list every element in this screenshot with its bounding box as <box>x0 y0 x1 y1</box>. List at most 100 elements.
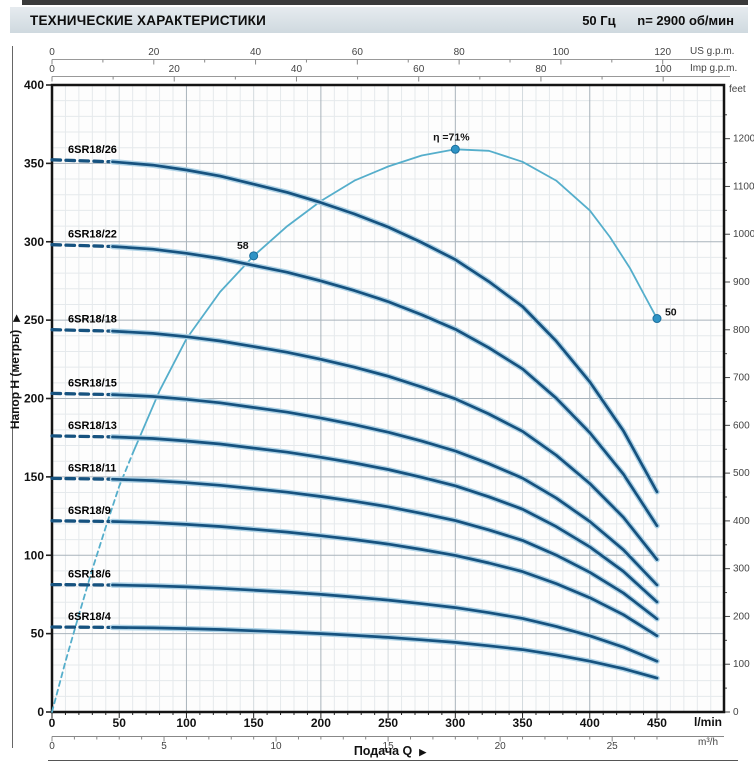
head-curve <box>111 393 659 587</box>
header-spec: 50 Гц n= 2900 об/мин <box>582 13 734 28</box>
head-curve <box>111 477 659 621</box>
head-curve-minflow-dashed <box>50 243 115 249</box>
feet-tick-label: 600 <box>733 420 750 431</box>
m3h-tick-label: 10 <box>271 741 283 752</box>
us-gpm-unit-label: US g.p.m. <box>690 46 735 57</box>
speed-value: n= 2900 об/мин <box>637 12 734 28</box>
efficiency-curve-dashed <box>51 452 134 713</box>
feet-tick-label: 1200 <box>733 134 754 145</box>
us-gpm-tick-label: 20 <box>148 47 160 58</box>
efficiency-marker <box>249 251 259 261</box>
lmin-tick-label: 0 <box>49 716 56 730</box>
lmin-tick-label: 250 <box>378 716 398 730</box>
lmin-tick-label: 400 <box>580 716 600 730</box>
feet-tick-label: 300 <box>733 564 750 575</box>
m3h-tick-label: 15 <box>383 741 395 752</box>
top-edge-strip <box>22 0 748 5</box>
us-gpm-tick-label: 40 <box>250 47 262 58</box>
m3h-tick-label: 0 <box>49 741 55 752</box>
curve-label: 6SR18/15 <box>68 377 117 389</box>
us-gpm-tick-label: 60 <box>352 47 364 58</box>
lmin-unit-label: l/min <box>694 715 723 729</box>
lmin-tick-label: 450 <box>647 716 667 730</box>
feet-tick-label: 100 <box>733 659 750 670</box>
meters-tick-label: 200 <box>24 392 44 406</box>
frequency-value: 50 Гц <box>582 12 616 28</box>
feet-tick-label: 500 <box>733 468 750 479</box>
us-gpm-tick-label: 100 <box>553 47 570 58</box>
m3h-tick-label: 25 <box>607 741 619 752</box>
meters-tick-label: 50 <box>31 627 45 641</box>
us-gpm-tick-label: 0 <box>49 47 55 58</box>
m3h-tick-label: 20 <box>495 741 507 752</box>
efficiency-marker <box>450 144 460 154</box>
us-gpm-tick-label: 80 <box>454 47 466 58</box>
feet-tick-label: 1000 <box>733 229 754 240</box>
feet-tick-label: 1100 <box>733 181 754 192</box>
meters-tick-label: 350 <box>24 156 44 170</box>
curve-label: 6SR18/11 <box>68 462 116 474</box>
head-curve <box>111 626 659 680</box>
head-curve-minflow-dashed <box>50 158 115 164</box>
head-curve <box>111 583 659 663</box>
curve-label: 6SR18/22 <box>68 229 117 241</box>
m3h-unit-label: m³/h <box>698 737 718 748</box>
curve-label: 6SR18/26 <box>68 144 117 156</box>
curve-label: 6SR18/18 <box>68 314 117 326</box>
lmin-tick-label: 350 <box>513 716 533 730</box>
m3h-tick-label: 5 <box>161 741 167 752</box>
left-page-rule <box>12 46 13 748</box>
meters-tick-label: 0 <box>37 705 44 719</box>
lmin-tick-label: 100 <box>176 716 196 730</box>
imp-gpm-unit-label: Imp g.p.m. <box>690 63 738 74</box>
x-axis-title: Подача Q ▶ <box>353 744 427 758</box>
meters-tick-label: 150 <box>24 470 44 484</box>
lmin-tick-label: 150 <box>244 716 264 730</box>
feet-tick-label: 700 <box>733 373 750 384</box>
efficiency-marker <box>652 314 662 324</box>
head-curve <box>111 520 659 638</box>
imp-gpm-tick-label: 40 <box>291 64 303 75</box>
head-curve <box>111 435 659 604</box>
y-axis-arrow-icon: ▶ <box>11 314 21 322</box>
efficiency-marker-label: η =71% <box>433 131 470 143</box>
efficiency-marker-label: 58 <box>237 240 249 252</box>
meters-tick-label: 400 <box>24 78 44 92</box>
plot-border <box>50 83 726 714</box>
efficiency-marker-label: 50 <box>665 307 677 319</box>
curve-label: 6SR18/9 <box>68 505 111 517</box>
imp-gpm-tick-label: 80 <box>535 64 547 75</box>
meters-tick-label: 100 <box>24 548 44 562</box>
feet-tick-label: 900 <box>733 277 750 288</box>
meters-tick-label: 250 <box>24 313 44 327</box>
lmin-tick-label: 50 <box>113 716 127 730</box>
head-curve-minflow-dashed <box>50 519 115 524</box>
head-curve-minflow-dashed <box>50 391 115 397</box>
us-gpm-tick-label: 120 <box>654 47 671 58</box>
header-bar: ТЕХНИЧЕСКИЕ ХАРАКТЕРИСТИКИ 50 Гц n= 2900… <box>10 7 748 33</box>
imp-gpm-tick-label: 0 <box>49 64 55 75</box>
head-curve <box>111 245 659 528</box>
imp-gpm-tick-label: 20 <box>169 64 181 75</box>
imp-gpm-tick-label: 100 <box>655 64 672 75</box>
feet-tick-label: 400 <box>733 516 750 527</box>
lmin-tick-label: 300 <box>445 716 465 730</box>
feet-tick-label: 0 <box>733 707 739 718</box>
head-curve-minflow-dashed <box>50 328 115 333</box>
head-curve-minflow-dashed <box>50 476 115 481</box>
feet-tick-label: 800 <box>733 325 750 336</box>
efficiency-curve <box>131 148 658 455</box>
lmin-tick-label: 200 <box>311 716 331 730</box>
head-curve <box>111 329 659 561</box>
head-curve-minflow-dashed <box>50 434 115 439</box>
imp-gpm-tick-label: 60 <box>413 64 425 75</box>
meters-tick-label: 300 <box>24 235 44 249</box>
feet-unit-label: feet <box>729 84 746 95</box>
x-axis-arrow-icon: ▶ <box>419 747 427 757</box>
curve-label: 6SR18/4 <box>68 611 112 623</box>
curve-label: 6SR18/6 <box>68 569 111 581</box>
head-curve <box>111 160 659 494</box>
curve-label: 6SR18/13 <box>68 420 117 432</box>
feet-tick-label: 200 <box>733 611 750 622</box>
